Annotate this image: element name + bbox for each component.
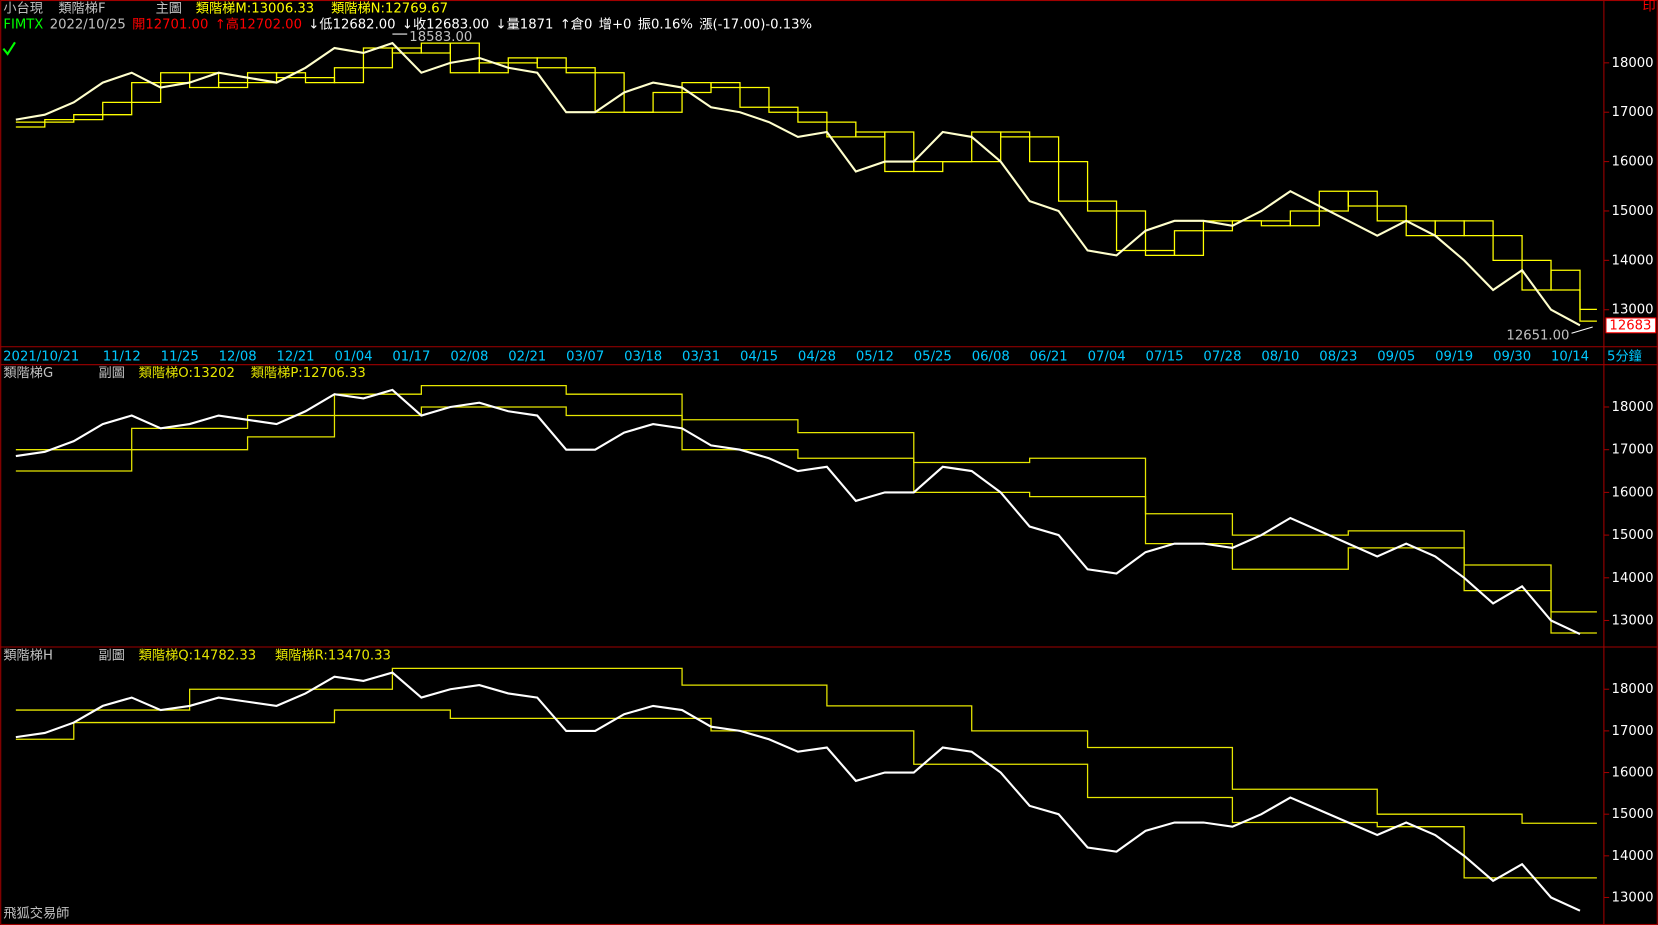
- low-label: 12651.00: [1506, 328, 1569, 343]
- y-tick-label: 14000: [1612, 571, 1654, 586]
- corner-mark: 印: [1642, 0, 1655, 14]
- step-line: [15, 406, 1597, 634]
- x-tick-label: 07/15: [1146, 349, 1184, 364]
- panel-header: 副圖: [99, 365, 125, 381]
- panel-header: 類階梯G: [3, 365, 53, 381]
- x-tick-label: 06/08: [972, 349, 1010, 364]
- last-price-label: 12683: [1609, 318, 1651, 333]
- y-tick-label: 16000: [1612, 485, 1654, 500]
- x-tick-label: 03/07: [566, 349, 604, 364]
- x-tick-label: 09/19: [1435, 349, 1473, 364]
- legend-entry: 類階梯R:13470.33: [275, 647, 391, 663]
- step-line: [15, 385, 1597, 613]
- panel-header: 類階梯F: [58, 0, 105, 16]
- y-tick-label: 13000: [1612, 303, 1654, 318]
- quote-item: ↑倉0: [560, 16, 593, 32]
- x-tick-label: 11/12: [103, 349, 141, 364]
- quote-item: ↓收12683.00: [402, 16, 489, 32]
- high-label: 18583.00: [409, 30, 472, 45]
- y-tick-label: 18000: [1612, 400, 1654, 415]
- step-line: [15, 667, 1597, 824]
- x-tick-label: 05/12: [856, 349, 894, 364]
- y-tick-label: 18000: [1612, 56, 1654, 71]
- price-line: [15, 41, 1581, 327]
- legend-entry: 類階梯N:12769.67: [331, 0, 448, 16]
- footer: 飛狐交易師: [3, 904, 69, 921]
- x-tick-label: 07/04: [1088, 349, 1126, 364]
- low-marker: [1571, 326, 1593, 334]
- y-tick-label: 15000: [1612, 528, 1654, 543]
- quote-item: FIMTX: [3, 17, 43, 32]
- y-tick-label: 15000: [1612, 807, 1654, 822]
- x-tick-label: 02/21: [508, 349, 546, 364]
- x-tick-label: 05/25: [914, 349, 952, 364]
- x-tick-label: 03/31: [682, 349, 720, 364]
- y-tick-label: 13000: [1612, 613, 1654, 628]
- x-tick-label: 07/28: [1203, 349, 1241, 364]
- y-tick-label: 15000: [1612, 204, 1654, 219]
- panel-header: 類階梯H: [3, 647, 53, 663]
- quote-item: 漲(-17.00)-0.13%: [699, 16, 812, 32]
- y-tick-label: 13000: [1612, 890, 1654, 905]
- panel-header: 小台現: [3, 0, 43, 16]
- quote-item: 振0.16%: [638, 16, 693, 32]
- x-tick-label: 04/15: [740, 349, 778, 364]
- legend-entry: 類階梯O:13202: [139, 365, 235, 381]
- y-tick-label: 16000: [1612, 766, 1654, 781]
- x-tick-label: 03/18: [624, 349, 662, 364]
- quote-item: ↓低12682.00: [308, 16, 395, 32]
- y-tick-label: 14000: [1612, 253, 1654, 268]
- y-tick-label: 17000: [1612, 724, 1654, 739]
- quote-item: 開12701.00: [132, 17, 208, 32]
- panel-header: 主圖: [156, 0, 182, 16]
- check-icon: [2, 41, 16, 56]
- x-tick-label: 02/08: [450, 349, 488, 364]
- quote-item: ↑高12702.00: [215, 15, 302, 32]
- quote-item: ↓量1871: [496, 16, 554, 32]
- x-tick-label: 09/05: [1377, 349, 1415, 364]
- x-tick-label: 06/21: [1030, 349, 1068, 364]
- quote-item: 2022/10/25: [50, 17, 126, 32]
- legend-entry: 類階梯Q:14782.33: [139, 647, 256, 663]
- x-tick-label: 09/30: [1493, 349, 1531, 364]
- y-tick-label: 17000: [1612, 105, 1654, 120]
- price-line: [15, 388, 1581, 635]
- period-label: 5分鐘: [1607, 347, 1642, 364]
- quote-item: 增+0: [599, 16, 632, 32]
- price-line: [15, 671, 1581, 912]
- y-tick-label: 17000: [1612, 443, 1654, 458]
- legend-entry: 類階梯M:13006.33: [196, 0, 314, 16]
- x-tick-label: 04/28: [798, 349, 836, 364]
- step-line: [15, 42, 1597, 322]
- x-tick-label: 12/08: [219, 349, 257, 364]
- x-tick-label: 08/10: [1261, 349, 1299, 364]
- x-tick-label: 10/14: [1551, 349, 1589, 364]
- x-tick-label: 01/17: [392, 349, 430, 364]
- last-price-box: [1605, 317, 1657, 334]
- y-tick-label: 18000: [1612, 682, 1654, 697]
- x-tick-label: 11/25: [161, 349, 199, 364]
- x-tick-label: 12/21: [277, 349, 315, 364]
- y-tick-label: 16000: [1612, 155, 1654, 170]
- y-tick-label: 14000: [1612, 849, 1654, 864]
- x-tick-label: 08/23: [1319, 349, 1357, 364]
- x-tick-label: 01/04: [334, 349, 372, 364]
- panel-header: 副圖: [99, 647, 125, 663]
- step-line: [15, 709, 1597, 879]
- x-tick-label: 2021/10/21: [3, 349, 79, 364]
- legend-entry: 類階梯P:12706.33: [251, 365, 366, 381]
